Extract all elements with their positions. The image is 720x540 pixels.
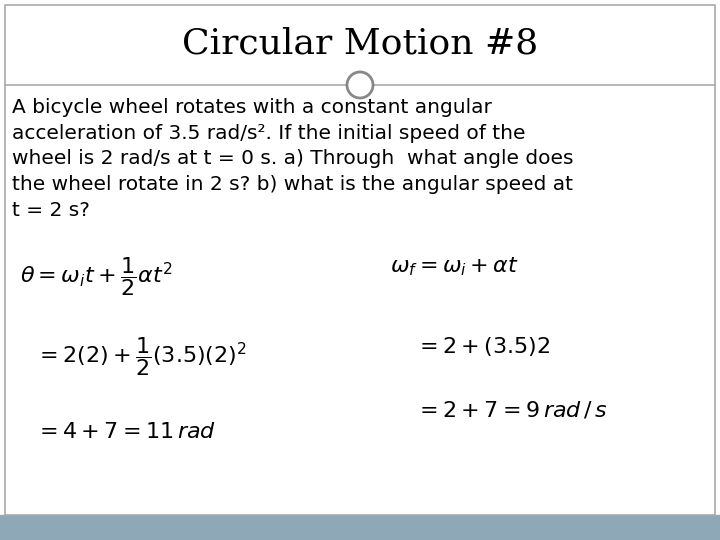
Text: A bicycle wheel rotates with a constant angular
acceleration of 3.5 rad/s². If t: A bicycle wheel rotates with a constant …: [12, 98, 574, 220]
Text: $= 2(2) + \dfrac{1}{2}(3.5)(2)^2$: $= 2(2) + \dfrac{1}{2}(3.5)(2)^2$: [35, 335, 247, 378]
Text: $\theta = \omega_i t + \dfrac{1}{2}\alpha t^2$: $\theta = \omega_i t + \dfrac{1}{2}\alph…: [20, 255, 173, 298]
Text: $= 2 + (3.5)2$: $= 2 + (3.5)2$: [415, 335, 550, 358]
Text: $= 2 + 7 = 9\,rad\,/\,s$: $= 2 + 7 = 9\,rad\,/\,s$: [415, 400, 608, 421]
Bar: [0, 515, 720, 540]
Text: $= 4 + 7 = 11\,rad$: $= 4 + 7 = 11\,rad$: [35, 422, 216, 442]
Circle shape: [347, 72, 373, 98]
Text: $\omega_f = \omega_i + \alpha t$: $\omega_f = \omega_i + \alpha t$: [390, 255, 519, 278]
Text: Circular Motion #8: Circular Motion #8: [182, 26, 538, 60]
